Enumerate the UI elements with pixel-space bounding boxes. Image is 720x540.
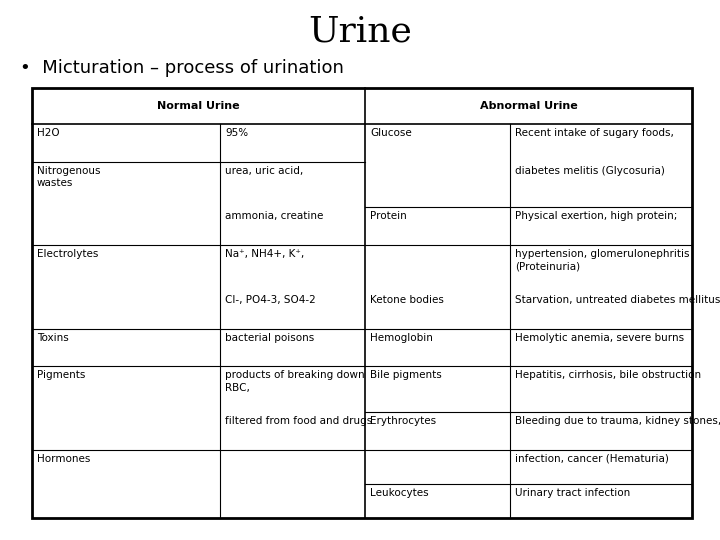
Text: Glucose: Glucose [370,128,412,138]
Text: H2O: H2O [37,128,60,138]
Text: Pigments: Pigments [37,370,86,381]
Text: Urinary tract infection: Urinary tract infection [515,488,630,498]
Text: Normal Urine: Normal Urine [157,101,240,111]
Text: Starvation, untreated diabetes mellitus: Starvation, untreated diabetes mellitus [515,295,720,305]
Text: Bleeding due to trauma, kidney stones,: Bleeding due to trauma, kidney stones, [515,416,720,426]
Text: Leukocytes: Leukocytes [370,488,428,498]
Text: •  Micturation – process of urination: • Micturation – process of urination [20,59,344,77]
Text: Electrolytes: Electrolytes [37,249,99,259]
Text: diabetes melitis (Glycosuria): diabetes melitis (Glycosuria) [515,166,665,176]
Text: 95%: 95% [225,128,248,138]
Text: Na⁺, NH4+, K⁺,: Na⁺, NH4+, K⁺, [225,249,305,259]
Text: Ketone bodies: Ketone bodies [370,295,444,305]
Text: Hormones: Hormones [37,454,91,464]
Text: bacterial poisons: bacterial poisons [225,333,314,342]
Text: Bile pigments: Bile pigments [370,370,442,381]
Text: Urine: Urine [308,15,412,49]
Bar [32,88,692,518]
Text: Abnormal Urine: Abnormal Urine [480,101,577,111]
Text: ammonia, creatine: ammonia, creatine [225,211,323,221]
Text: urea, uric acid,: urea, uric acid, [225,166,303,176]
Text: Cl-, PO4-3, SO4-2: Cl-, PO4-3, SO4-2 [225,295,316,305]
Text: Toxins: Toxins [37,333,68,342]
Text: infection, cancer (Hematuria): infection, cancer (Hematuria) [515,454,669,464]
Text: products of breaking down
RBC,: products of breaking down RBC, [225,370,364,393]
Text: filtered from food and drugs: filtered from food and drugs [225,416,372,426]
Text: Recent intake of sugary foods,: Recent intake of sugary foods, [515,128,674,138]
Text: Hepatitis, cirrhosis, bile obstruction: Hepatitis, cirrhosis, bile obstruction [515,370,701,381]
Text: Physical exertion, high protein;: Physical exertion, high protein; [515,211,678,221]
Text: Nitrogenous
wastes: Nitrogenous wastes [37,166,101,188]
Text: Hemoglobin: Hemoglobin [370,333,433,342]
Text: Erythrocytes: Erythrocytes [370,416,436,426]
Text: Protein: Protein [370,211,407,221]
Text: hypertension, glomerulonephritis
(Proteinuria): hypertension, glomerulonephritis (Protei… [515,249,690,272]
Text: Hemolytic anemia, severe burns: Hemolytic anemia, severe burns [515,333,684,342]
